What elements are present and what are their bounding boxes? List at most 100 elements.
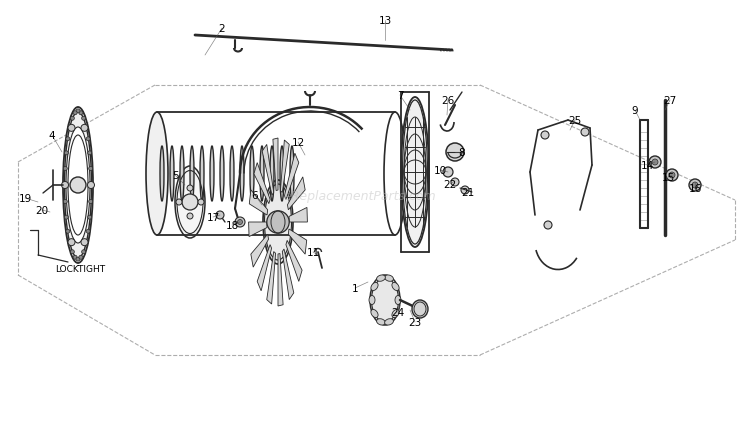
Polygon shape [157,113,395,236]
Circle shape [451,178,459,187]
Circle shape [176,200,182,206]
Circle shape [88,151,92,156]
Circle shape [187,186,193,191]
Circle shape [84,126,88,130]
Ellipse shape [395,296,401,305]
Text: LOCKTIGHT: LOCKTIGHT [55,264,105,273]
Circle shape [81,239,88,246]
Ellipse shape [230,147,234,202]
Ellipse shape [412,300,428,318]
Circle shape [652,160,658,166]
Ellipse shape [263,181,293,264]
Circle shape [63,184,67,187]
Text: 25: 25 [568,116,581,126]
Polygon shape [254,163,270,204]
Circle shape [88,182,94,189]
Polygon shape [257,245,272,291]
Ellipse shape [371,283,378,291]
Ellipse shape [369,296,375,305]
Polygon shape [267,252,275,304]
Circle shape [461,187,469,194]
Circle shape [82,250,86,254]
Text: 5: 5 [172,171,178,181]
Text: 1: 1 [352,283,358,293]
Ellipse shape [66,128,90,243]
Ellipse shape [200,147,204,202]
Ellipse shape [392,283,399,291]
Circle shape [63,167,68,171]
Circle shape [68,126,72,130]
Ellipse shape [385,319,394,325]
Circle shape [187,214,193,219]
Circle shape [76,258,80,261]
Text: 22: 22 [443,180,457,190]
Circle shape [70,117,74,121]
Ellipse shape [376,275,386,282]
Polygon shape [248,222,267,237]
Circle shape [86,138,90,141]
Text: 15: 15 [662,172,674,183]
Polygon shape [289,208,308,222]
Ellipse shape [384,113,406,236]
Text: 17: 17 [206,212,220,222]
Circle shape [541,132,549,140]
Circle shape [81,125,88,132]
Circle shape [88,200,93,204]
Polygon shape [286,241,302,282]
Ellipse shape [170,147,174,202]
Ellipse shape [376,319,386,325]
Circle shape [216,212,224,219]
Text: 6: 6 [252,190,258,200]
Text: 11: 11 [306,247,320,258]
Ellipse shape [290,147,294,202]
Circle shape [182,194,198,211]
Circle shape [73,111,77,116]
Ellipse shape [146,113,168,236]
Circle shape [79,256,83,260]
Circle shape [544,221,552,230]
Circle shape [66,230,70,233]
Circle shape [73,256,77,260]
Text: 26: 26 [441,96,454,106]
Ellipse shape [160,147,164,202]
Circle shape [666,169,678,181]
Text: 23: 23 [408,317,422,327]
Circle shape [692,183,698,189]
Text: 13: 13 [378,16,392,26]
Ellipse shape [250,147,254,202]
Circle shape [235,218,245,227]
Ellipse shape [370,275,400,325]
Text: 27: 27 [663,96,676,106]
Circle shape [76,110,80,114]
Circle shape [446,144,464,162]
Circle shape [70,250,74,254]
Circle shape [581,129,589,137]
Text: 8: 8 [459,147,465,158]
Text: 21: 21 [461,187,475,197]
Text: 10: 10 [433,166,446,175]
Polygon shape [287,178,305,210]
Ellipse shape [63,108,93,264]
Ellipse shape [401,98,429,247]
Text: 16: 16 [688,184,701,194]
Polygon shape [249,190,268,215]
Circle shape [64,216,68,220]
Polygon shape [284,154,298,200]
Ellipse shape [280,147,284,202]
Text: 18: 18 [226,221,238,230]
Circle shape [68,241,72,246]
Text: eReplacementParts.com: eReplacementParts.com [284,189,436,202]
Circle shape [88,167,93,171]
Polygon shape [278,254,283,306]
Circle shape [443,168,453,178]
Text: 12: 12 [291,138,304,147]
Polygon shape [280,141,290,193]
Ellipse shape [240,147,244,202]
Text: 19: 19 [19,194,32,203]
Circle shape [669,172,675,178]
Circle shape [238,220,242,225]
Circle shape [68,239,75,246]
Circle shape [64,151,68,156]
Circle shape [86,230,90,233]
Circle shape [79,111,83,116]
